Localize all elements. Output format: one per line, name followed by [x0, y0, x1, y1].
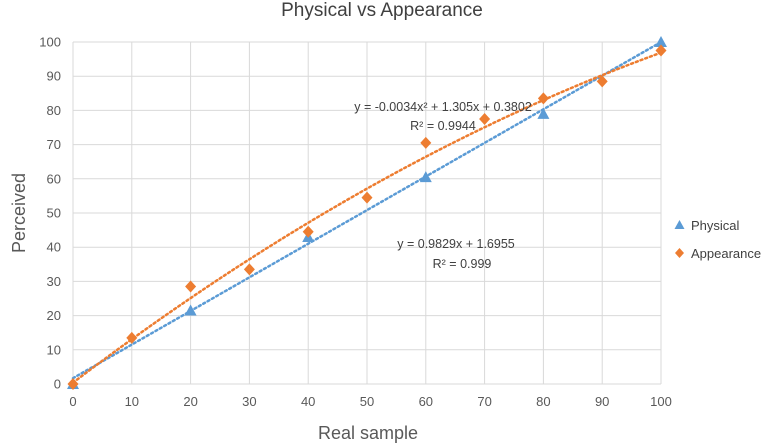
y-tick-label: 30	[47, 274, 61, 289]
appearance-point	[596, 75, 608, 88]
physical-point	[537, 107, 550, 119]
physical-trendline-equation: y = 0.9829x + 1.6955	[397, 237, 515, 251]
x-tick-label: 100	[650, 394, 672, 409]
appearance-point	[185, 280, 197, 293]
appearance-point	[302, 225, 314, 238]
appearance-point	[655, 44, 667, 57]
legend-label-physical: Physical	[691, 218, 740, 233]
x-tick-label: 60	[419, 394, 433, 409]
x-tick-label: 90	[595, 394, 609, 409]
x-tick-label: 50	[360, 394, 374, 409]
physical-point	[655, 36, 667, 47]
physical-point	[184, 304, 197, 316]
y-tick-label: 50	[47, 206, 61, 221]
y-tick-label: 100	[39, 35, 61, 50]
y-tick-label: 60	[47, 171, 61, 186]
appearance-point	[126, 331, 138, 344]
x-tick-label: 20	[183, 394, 197, 409]
x-tick-label: 80	[536, 394, 550, 409]
appearance-point	[243, 263, 255, 276]
data-points	[67, 36, 667, 390]
y-tick-label: 20	[47, 308, 61, 323]
legend-label-appearance: Appearance	[691, 246, 761, 261]
y-tick-label: 0	[54, 377, 61, 392]
legend-marker-appearance	[675, 248, 684, 258]
grid	[72, 41, 662, 385]
y-tick-label: 70	[47, 137, 61, 152]
chart-title: Physical vs Appearance	[281, 0, 483, 21]
y-tick-label: 10	[47, 342, 61, 357]
physical-trendline-r2: R² = 0.999	[433, 257, 492, 271]
physical-trendline	[71, 40, 663, 380]
legend-item-appearance: Appearance	[675, 246, 761, 261]
x-tick-label: 10	[125, 394, 139, 409]
y-tick-label: 90	[47, 69, 61, 84]
appearance-point	[361, 191, 373, 204]
appearance-point	[537, 92, 549, 105]
appearance-trendline-equation: y = -0.0034x² + 1.305x + 0.3802	[354, 100, 532, 114]
y-tick-label: 80	[47, 103, 61, 118]
y-axis-title: Perceived	[9, 173, 29, 253]
legend-marker-physical	[674, 220, 685, 229]
appearance-trendline-r2: R² = 0.9944	[410, 119, 476, 133]
x-tick-label: 30	[242, 394, 256, 409]
physical-point	[419, 171, 432, 183]
x-tick-label: 70	[477, 394, 491, 409]
legend: Physical Appearance	[674, 218, 761, 261]
x-axis-title: Real sample	[318, 423, 418, 443]
legend-item-physical: Physical	[674, 218, 740, 233]
trendlines	[71, 40, 663, 384]
appearance-point	[67, 378, 79, 390]
appearance-point	[420, 136, 432, 149]
y-tick-label: 40	[47, 240, 61, 255]
appearance-trendline	[71, 51, 663, 384]
x-tick-label: 40	[301, 394, 315, 409]
x-tick-label: 0	[69, 394, 76, 409]
tick-labels: 0 10 20 30 40 50 60 70 80 90 100 0 10 20 30 40 50 60 70 80 9…	[39, 35, 672, 410]
appearance-point	[479, 112, 491, 125]
